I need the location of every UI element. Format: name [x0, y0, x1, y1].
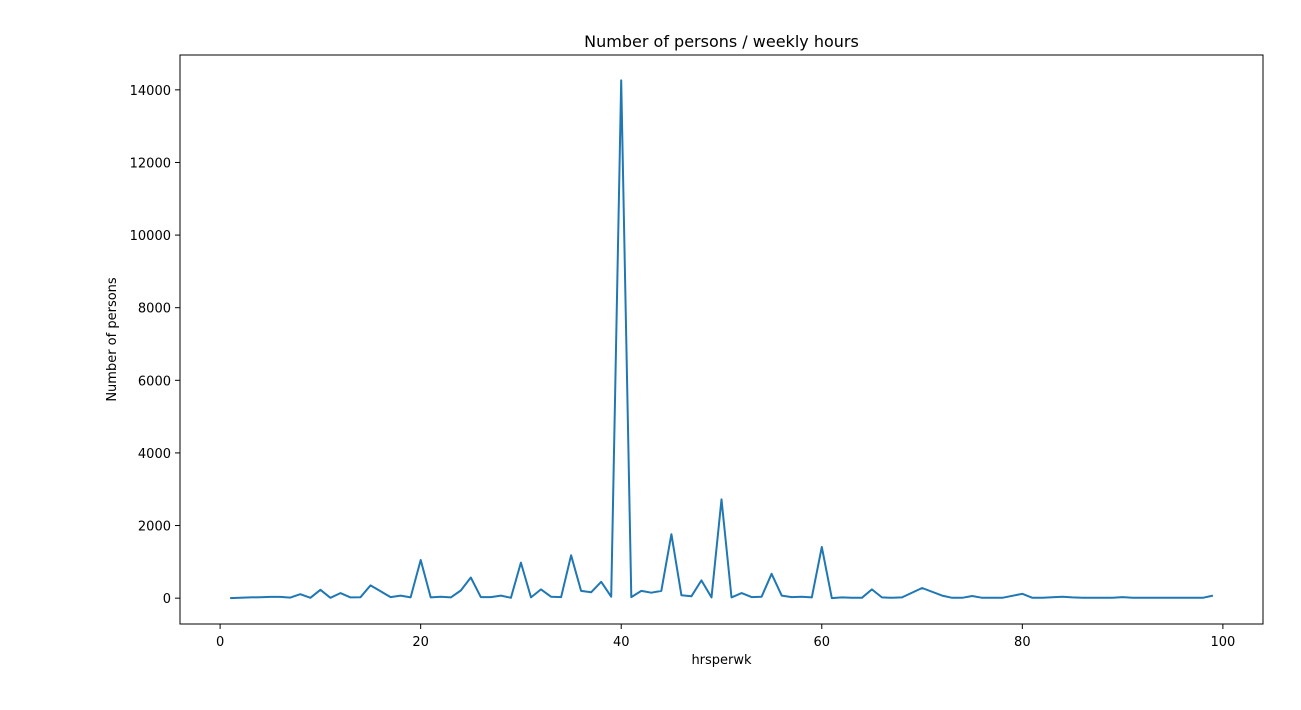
y-tick-label: 10000: [130, 229, 171, 244]
chart-title: Number of persons / weekly hours: [584, 32, 859, 51]
x-axis: 0 20 40 60 80 100: [216, 624, 1235, 650]
y-tick-label: 12000: [130, 156, 171, 171]
x-tick-label: 40: [613, 635, 630, 650]
y-tick-label: 6000: [138, 374, 171, 389]
y-tick-label: 4000: [138, 447, 171, 462]
y-tick-label: 8000: [138, 302, 171, 317]
y-axis-label: Number of persons: [105, 277, 120, 402]
plot-frame: [179, 54, 1264, 625]
x-axis-label: hrsperwk: [691, 653, 752, 668]
series-line: [230, 79, 1214, 600]
x-tick-label: 0: [216, 635, 224, 650]
y-tick-label: 14000: [130, 84, 171, 99]
y-tick-label: 0: [163, 592, 171, 607]
x-tick-label: 20: [412, 635, 429, 650]
x-tick-label: 60: [814, 635, 831, 650]
y-tick-label: 2000: [138, 520, 171, 535]
x-tick-label: 100: [1210, 635, 1235, 650]
x-tick-label: 80: [1014, 635, 1031, 650]
y-axis: 0 2000 4000 6000 8000 10000 12000 14000: [130, 84, 180, 607]
